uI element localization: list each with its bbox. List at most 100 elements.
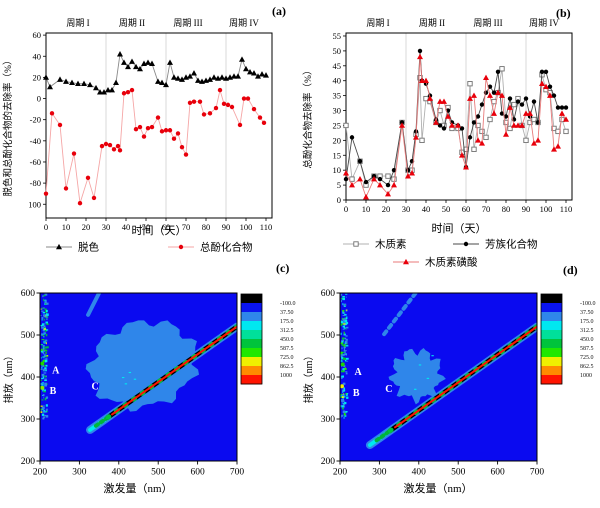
colorbar-tick-label: 450.0 [580, 337, 594, 343]
marker-triangle [441, 98, 447, 104]
colorbar-tick-label: 587.5 [280, 346, 294, 352]
marker-square-open [349, 176, 355, 182]
colorbar-segment [241, 330, 262, 340]
marker-circle [499, 111, 505, 116]
noise-speck [44, 314, 47, 318]
noise-speck [344, 401, 347, 405]
marker-triangle [479, 140, 485, 146]
marker-square-open [523, 137, 529, 144]
noise-speck [43, 410, 45, 413]
colorbar-tick-label: 725.0 [280, 355, 294, 361]
period-label: 周期 I [66, 18, 89, 28]
panel-tag-c: (c) [276, 261, 290, 275]
marker-circle [201, 112, 207, 117]
period-label: 周期 I [366, 18, 389, 28]
series-2 [343, 53, 569, 200]
legend-label: 脱色 [78, 241, 99, 254]
marker-circle [171, 136, 177, 141]
noise-speck [342, 296, 345, 298]
x-tick-label: 200 [333, 468, 348, 478]
noise-speck [344, 344, 346, 346]
noise-speck [344, 337, 347, 340]
marker-circle [523, 96, 529, 101]
noise-speck [342, 328, 345, 330]
noise-speck [40, 405, 43, 407]
noise-speck [343, 333, 346, 336]
marker-triangle [423, 77, 429, 84]
noise-speck [40, 379, 42, 381]
blob-speck [431, 355, 434, 357]
panel-c: AB C 200 300 400 500 600 700 200 300 400 500 600 激发量（… [2, 289, 296, 495]
colorbar-tick-label: 312.5 [580, 328, 594, 334]
marker-triangle [113, 79, 119, 85]
noise-speck [42, 406, 45, 410]
noise-speck [45, 321, 48, 324]
marker-circle [437, 123, 443, 128]
marker-circle [221, 101, 227, 107]
noise-speck [41, 413, 45, 416]
colorbar-tick-label: 1000 [580, 373, 592, 379]
x-tick-label: 30 [402, 204, 411, 214]
marker-triangle [81, 80, 87, 87]
x-tick-label: 0 [44, 222, 48, 232]
noise-speck [41, 308, 43, 310]
marker-circle [385, 182, 391, 188]
marker-triangle [137, 65, 143, 72]
colorbar-segment [241, 294, 262, 304]
marker-triangle [349, 181, 355, 188]
noise-speck [41, 310, 44, 312]
marker-triangle [343, 170, 349, 176]
noise-speck [45, 415, 49, 418]
marker-circle [377, 176, 383, 182]
noise-speck [41, 384, 44, 386]
marker-triangle [563, 116, 569, 122]
marker-circle [155, 115, 161, 120]
noise-speck [44, 329, 47, 332]
noise-speck [44, 349, 48, 352]
marker-triangle [219, 74, 225, 80]
marker-circle [179, 144, 185, 150]
noise-speck [343, 365, 346, 368]
marker-circle [43, 191, 49, 196]
y-axis-label: 脱色和总酚化合物的去除率（%） [2, 56, 14, 197]
noise-speck [341, 407, 345, 410]
marker-circle [187, 100, 193, 105]
marker-triangle [133, 63, 139, 70]
panel-tag-d: (d) [563, 263, 578, 277]
marker-circle [241, 96, 247, 101]
noise-speck [343, 305, 346, 307]
colorbar-segment [541, 330, 562, 340]
marker-square-open [385, 173, 391, 179]
marker-circle [129, 87, 135, 93]
noise-speck [45, 342, 47, 345]
marker-circle [551, 93, 557, 98]
noise-speck [41, 323, 45, 326]
y-tick-label: 35 [333, 91, 342, 101]
y-tick-label: 400 [21, 373, 36, 383]
marker-triangle [499, 92, 505, 98]
noise-speck [342, 325, 345, 328]
marker-triangle [163, 81, 169, 88]
scatter-band-layer [111, 325, 237, 416]
noise-speck [340, 299, 342, 303]
marker-circle [459, 126, 465, 131]
colorbar-segment [541, 303, 562, 313]
colorbar-segment [541, 357, 562, 367]
hot-spot [340, 362, 345, 367]
period-label: 周期 II [419, 18, 445, 28]
noise-speck [342, 389, 346, 392]
marker-triangle [179, 76, 185, 82]
noise-speck [45, 315, 48, 318]
x-axis-label: 时间（天） [432, 222, 487, 235]
colorbar-tick-label: 37.50 [580, 310, 594, 316]
marker-triangle [519, 122, 525, 128]
y-tick-label: 10 [333, 165, 342, 175]
noise-speck [42, 394, 45, 397]
noise-speck [45, 333, 48, 337]
noise-speck [45, 313, 49, 316]
marker-square-open [437, 107, 443, 114]
x-tick-label: 50 [142, 222, 151, 232]
marker-triangle [357, 176, 363, 182]
panel-tag-b: (b) [556, 6, 571, 20]
marker-triangle [121, 59, 127, 65]
